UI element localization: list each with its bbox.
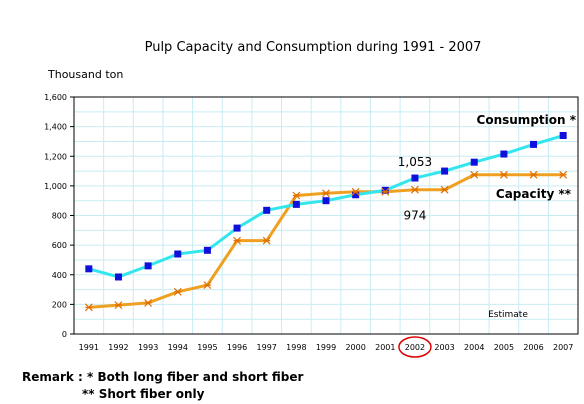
data-point: [114, 273, 122, 281]
y-tick-label: 0: [62, 330, 67, 339]
chart-title: Pulp Capacity and Consumption during 199…: [145, 40, 482, 55]
data-point: [84, 303, 93, 312]
y-axis-label: Thousand ton: [47, 68, 123, 81]
annotation-consumption-2002: 1,053: [398, 155, 432, 169]
y-tick-label: 200: [52, 300, 67, 309]
grid-lines: [73, 96, 579, 335]
data-point: [144, 262, 152, 270]
data-point: [499, 170, 508, 179]
x-tick-label: 2001: [375, 343, 395, 352]
data-point: [174, 250, 182, 258]
legend-consumption: Consumption *: [477, 113, 577, 127]
data-point: [411, 185, 419, 194]
x-tick-label: 2003: [434, 343, 454, 352]
x-tick-label: 1997: [257, 343, 277, 352]
series-labels: Consumption * Capacity ** 1,053 974 Estimate: [398, 113, 577, 320]
data-point: [381, 187, 390, 196]
data-point: [263, 206, 271, 214]
y-tick-label: 400: [52, 271, 67, 280]
x-tick-label: 1995: [197, 343, 217, 352]
data-point: [470, 170, 479, 179]
x-axis-ticks: 1991 1992 1993 1994 1995 1996 1997 1998 1999 2000…: [79, 343, 574, 352]
x-tick-label: 2007: [553, 343, 573, 352]
series-group: [84, 132, 568, 312]
y-axis-ticks: 0 200 400 600 800 1,000 1,200 1,400 1,600: [44, 93, 74, 339]
x-tick-label: 1998: [286, 343, 306, 352]
data-point: [203, 281, 212, 290]
data-point: [470, 158, 478, 166]
x-tick-label: 2004: [464, 343, 484, 352]
data-point: [144, 298, 153, 307]
data-point: [530, 140, 538, 148]
data-point: [233, 236, 241, 245]
data-point: [322, 197, 330, 205]
data-point: [203, 246, 211, 254]
x-tick-label: 1993: [138, 343, 158, 352]
series-line: [88, 173, 564, 309]
highlight-circle-2002: [398, 336, 432, 358]
data-point: [351, 187, 360, 196]
annotation-estimate: Estimate: [488, 310, 528, 320]
data-point: [559, 132, 567, 140]
data-point: [114, 301, 123, 310]
data-point: [381, 186, 389, 194]
x-tick-label: 2002: [405, 343, 425, 352]
annotation-capacity-2002: 974: [403, 209, 426, 223]
x-tick-label: 1992: [108, 343, 128, 352]
data-point: [173, 287, 182, 296]
data-point: [292, 200, 300, 208]
data-point: [292, 191, 301, 200]
remark-line-2: ** Short fiber only: [82, 387, 205, 401]
data-point: [85, 265, 93, 273]
data-point: [233, 224, 241, 232]
data-point: [441, 167, 449, 175]
y-tick-label: 1,400: [44, 123, 67, 132]
x-tick-label: 2000: [345, 343, 365, 352]
data-point: [411, 174, 419, 182]
x-tick-label: 1996: [227, 343, 247, 352]
data-point: [352, 191, 360, 199]
data-point: [262, 236, 271, 245]
remark-line-1: Remark : * Both long fiber and short fib…: [22, 370, 304, 384]
y-tick-label: 800: [52, 212, 67, 221]
x-tick-label: 2005: [494, 343, 514, 352]
data-point: [440, 185, 449, 194]
data-point: [529, 170, 538, 179]
data-point: [500, 150, 508, 158]
y-tick-label: 1,000: [44, 182, 67, 191]
x-tick-label: 1999: [316, 343, 336, 352]
x-tick-label: 2006: [523, 343, 543, 352]
x-tick-label: 1991: [79, 343, 99, 352]
y-tick-label: 1,200: [44, 152, 67, 161]
data-point: [322, 189, 330, 198]
y-tick-label: 1,600: [44, 93, 67, 102]
data-point: [559, 170, 568, 179]
legend-capacity: Capacity **: [496, 187, 572, 201]
x-tick-label: 1994: [168, 343, 188, 352]
y-tick-label: 600: [52, 241, 67, 250]
